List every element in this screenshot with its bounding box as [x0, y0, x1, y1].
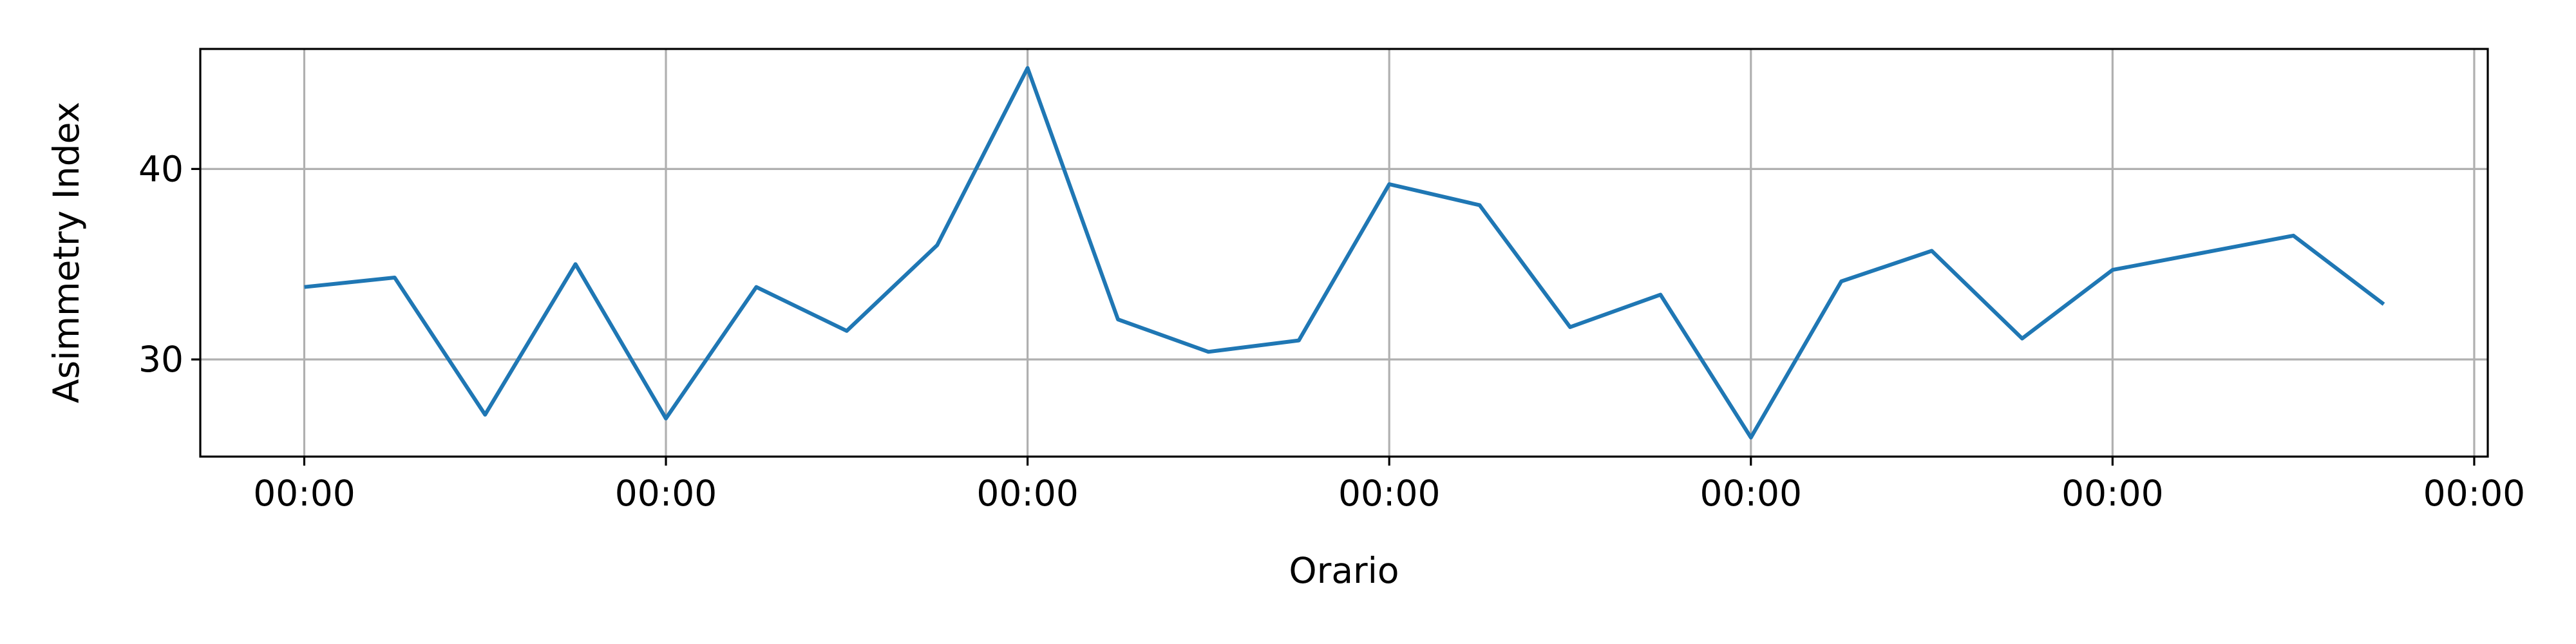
- grid-lines: [200, 49, 2488, 457]
- y-tick-label: 40: [138, 148, 184, 189]
- x-tick-label: 00:00: [615, 473, 717, 514]
- x-axis-label: Orario: [1289, 550, 1399, 591]
- y-tick-label: 30: [138, 339, 184, 380]
- series-line: [304, 66, 2385, 440]
- series-layer: [304, 66, 2385, 440]
- x-tick-label: 00:00: [1700, 473, 1803, 514]
- axis-ticks: 00:00 00:00 00:00 00:00 00:00 00:00 00:00 30 40: [138, 148, 2525, 514]
- x-tick-label: 00:00: [2061, 473, 2164, 514]
- x-tick-label: 00:00: [1338, 473, 1441, 514]
- plot-frame: [199, 48, 2489, 458]
- x-tick-label: 00:00: [976, 473, 1079, 514]
- y-axis-label: Asimmetry Index: [46, 102, 87, 403]
- x-tick-label: 00:00: [253, 473, 355, 514]
- x-tick-label: 00:00: [2423, 473, 2526, 514]
